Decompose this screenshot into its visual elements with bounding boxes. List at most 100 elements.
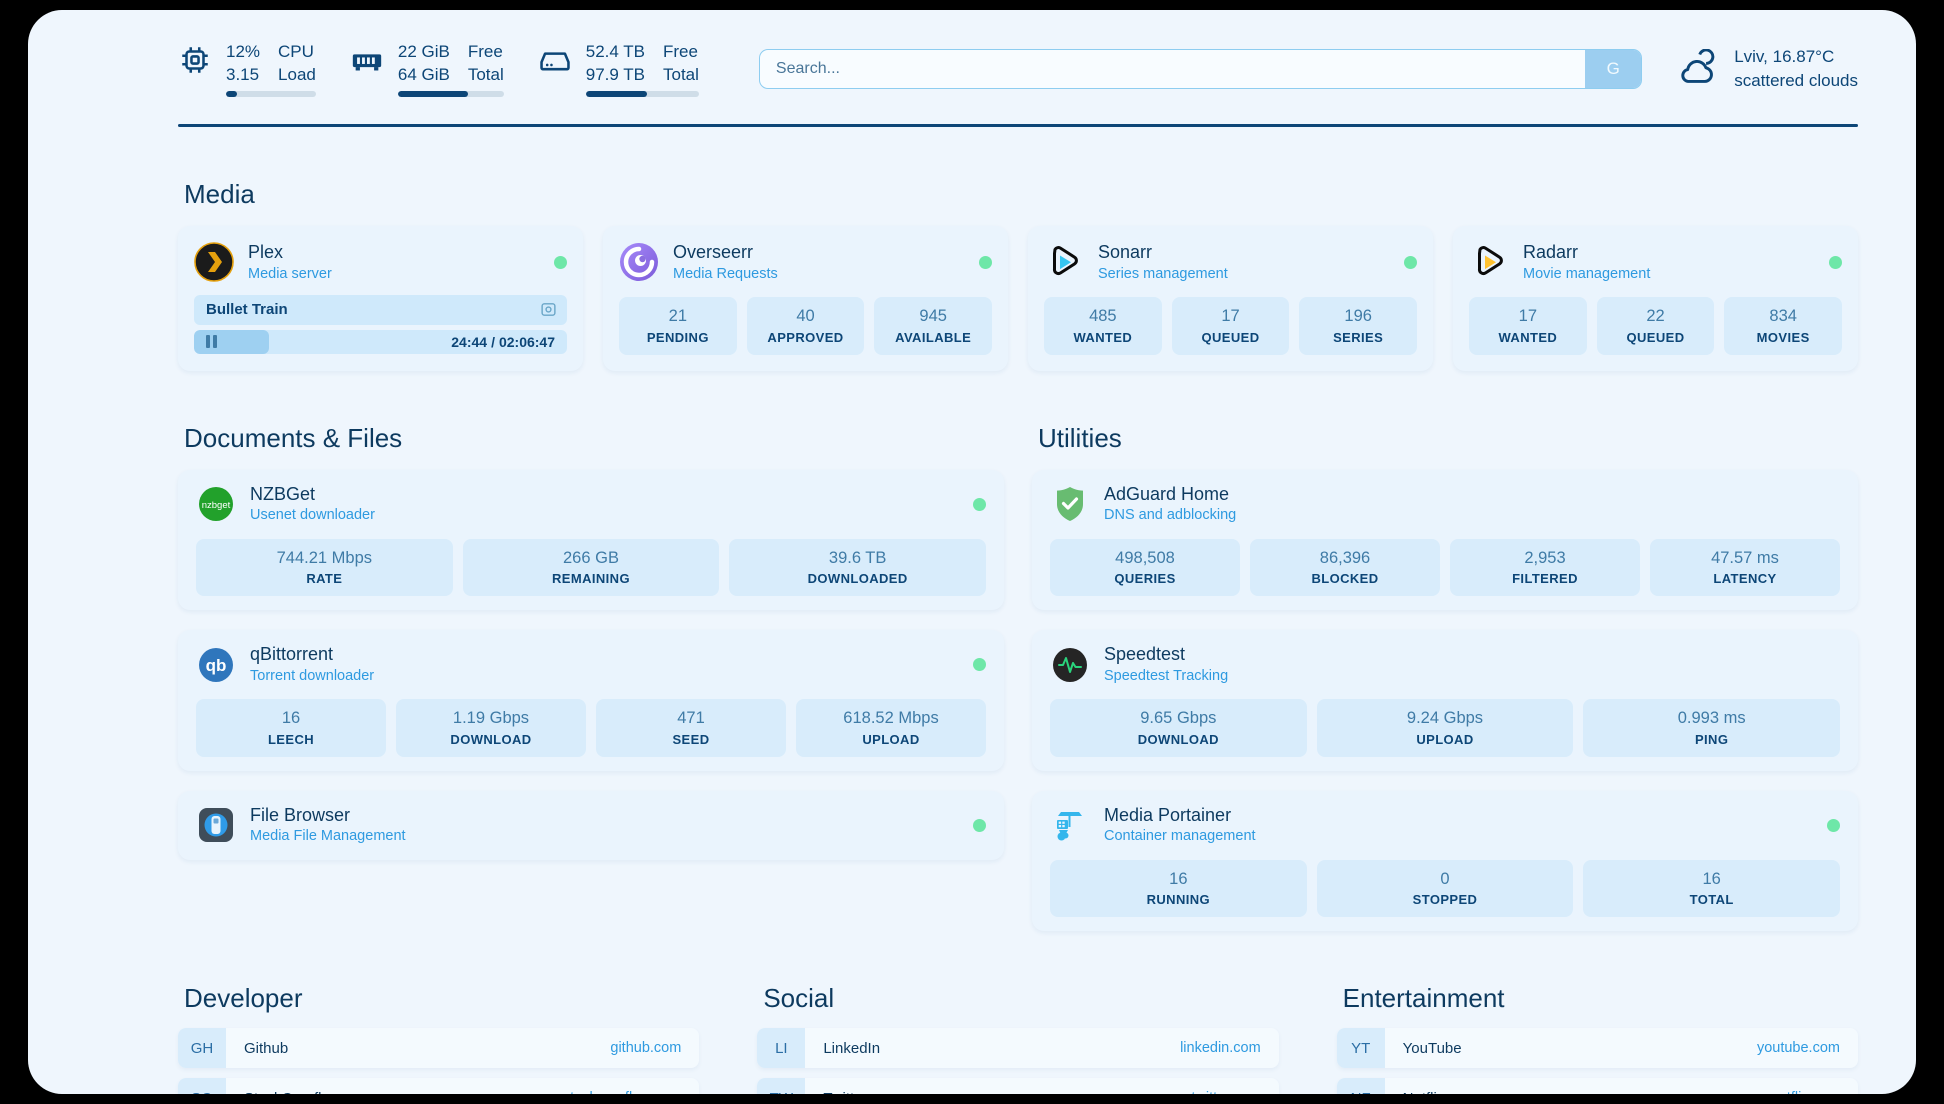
stat-key: TOTAL xyxy=(1689,892,1734,908)
stat-tile: 485 WANTED xyxy=(1044,296,1162,355)
bookmark-group-developer: Developer GH Github github.com SO StackO… xyxy=(178,931,700,1094)
stat-value: 16 xyxy=(1702,869,1721,888)
stat-key: RATE xyxy=(306,571,343,587)
service-card-overseerr[interactable]: Overseerr Media Requests 21 PENDING 40 A… xyxy=(603,226,1008,371)
search-input[interactable] xyxy=(759,50,1586,88)
bookmark-item[interactable]: GH Github github.com xyxy=(178,1028,700,1069)
stat-value: 16 xyxy=(1169,869,1188,888)
service-name: NZBGet xyxy=(250,483,316,504)
playback-progress-bar[interactable]: 24:44/02:06:47 xyxy=(194,329,567,354)
stat-key: LEECH xyxy=(267,731,315,747)
stat-value: 86,396 xyxy=(1319,548,1371,567)
stat-value: 0.993 ms xyxy=(1677,709,1746,728)
stat-key: BLOCKED xyxy=(1311,571,1379,587)
stat-row: 17 WANTED 22 QUEUED 834 MOVIES xyxy=(1469,296,1842,355)
section-title-utilities: Utilities xyxy=(1038,422,1122,453)
service-subtitle: DNS and adblocking xyxy=(1104,507,1237,524)
bookmark-item[interactable]: SO StackOverflow stackoverflow.com xyxy=(178,1078,700,1094)
bookmark-group-entertainment: Entertainment YT YouTube youtube.com NF … xyxy=(1336,931,1858,1094)
radarr-icon xyxy=(1469,242,1509,282)
bookmark-item[interactable]: TW Twitter twitter.com xyxy=(757,1078,1279,1094)
service-card-adguard-home[interactable]: AdGuard Home DNS and adblocking 498,508 … xyxy=(1032,469,1858,611)
now-playing: Bullet Train 24:44/02:06:47 xyxy=(194,294,567,354)
playback-total: 02:06:47 xyxy=(498,333,555,350)
stat-tile: 2,953 FILTERED xyxy=(1450,538,1640,597)
utilities-column: Utilities AdGuard Home xyxy=(1032,371,1858,932)
stat-key: AVAILABLE xyxy=(895,329,972,345)
service-card-qbittorrent[interactable]: qb qBittorrent Torrent downloader xyxy=(178,630,1004,771)
ram-label-top: Free xyxy=(467,42,503,62)
service-card-radarr[interactable]: Radarr Movie management 17 WANTED 22 QUE… xyxy=(1453,226,1858,371)
stat-key: DOWNLOAD xyxy=(1137,731,1219,747)
stat-value: 22 xyxy=(1646,306,1665,325)
stat-value: 945 xyxy=(919,306,947,325)
stat-value: 39.6 TB xyxy=(828,548,887,567)
stat-value: 834 xyxy=(1769,306,1797,325)
stat-value: 498,508 xyxy=(1115,548,1175,567)
plex-icon xyxy=(194,242,234,283)
stat-tile: 16 RUNNING xyxy=(1050,859,1307,918)
stat-key: PING xyxy=(1694,731,1729,747)
service-name: AdGuard Home xyxy=(1104,483,1230,504)
speedtest-icon xyxy=(1050,645,1090,685)
stat-tile: 21 PENDING xyxy=(619,296,737,355)
bookmark-abbr: YT xyxy=(1336,1028,1385,1069)
bookmark-name: Github xyxy=(244,1039,289,1057)
playback-separator: / xyxy=(491,333,495,350)
cpu-label-bottom: Load xyxy=(278,64,316,84)
service-card-media-portainer[interactable]: Media Portainer Container management 16 … xyxy=(1032,790,1858,932)
cpu-usage-value: 12% xyxy=(226,42,261,62)
service-subtitle: Speedtest Tracking xyxy=(1104,667,1229,684)
bookmark-item[interactable]: YT YouTube youtube.com xyxy=(1336,1028,1858,1069)
service-card-file-browser[interactable]: File Browser Media File Management xyxy=(178,790,1004,860)
stat-key: PENDING xyxy=(646,329,709,345)
portainer-icon xyxy=(1050,805,1090,845)
service-subtitle: Media server xyxy=(248,265,332,282)
stat-value: 47.57 ms xyxy=(1711,548,1779,567)
status-indicator xyxy=(1404,255,1417,269)
service-card-speedtest[interactable]: Speedtest Speedtest Tracking 9.65 Gbps D… xyxy=(1032,630,1858,771)
stat-tile: 9.24 Gbps UPLOAD xyxy=(1316,699,1574,757)
search-box[interactable]: G xyxy=(758,49,1643,89)
stat-tile: 39.6 TB DOWNLOADED xyxy=(729,538,986,597)
cpu-usage-bar xyxy=(226,90,316,97)
stat-tile: 0 STOPPED xyxy=(1316,859,1574,918)
service-card-nzbget[interactable]: nzbget NZBGet Usenet downloader 74 xyxy=(178,469,1004,611)
qbittorrent-icon: qb xyxy=(196,645,236,685)
stat-tile: 16 TOTAL xyxy=(1583,859,1840,918)
svg-text:nzbget: nzbget xyxy=(202,500,231,511)
service-card-plex[interactable]: Plex Media server Bullet Train xyxy=(178,226,583,371)
stat-key: QUEUED xyxy=(1626,329,1685,345)
stat-tile: 744.21 Mbps RATE xyxy=(196,538,453,597)
bookmark-url: twitter.com xyxy=(1191,1078,1278,1094)
service-name: Radarr xyxy=(1523,242,1579,262)
stat-key: FILTERED xyxy=(1512,571,1578,587)
stat-value: 485 xyxy=(1089,306,1117,325)
status-indicator xyxy=(554,255,567,269)
stat-key: APPROVED xyxy=(767,329,844,345)
stat-key: UPLOAD xyxy=(1416,731,1474,747)
service-subtitle: Media Requests xyxy=(673,265,778,282)
pause-icon[interactable] xyxy=(206,335,217,349)
stat-tile: 1.19 Gbps DOWNLOAD xyxy=(396,699,586,757)
search-submit-button[interactable]: G xyxy=(1585,50,1642,88)
stat-value: 196 xyxy=(1344,306,1372,325)
status-indicator xyxy=(1827,818,1840,832)
bookmark-url: github.com xyxy=(610,1040,682,1057)
bookmark-name: LinkedIn xyxy=(823,1039,881,1057)
stat-row: 485 WANTED 17 QUEUED 196 SERIES xyxy=(1044,296,1417,355)
stat-key: UPLOAD xyxy=(862,731,920,747)
bookmark-item[interactable]: NF Netflix netflix.com xyxy=(1336,1078,1858,1094)
stat-row: 744.21 Mbps RATE 266 GB REMAINING 39.6 T… xyxy=(196,538,986,597)
cast-icon[interactable] xyxy=(540,301,557,318)
dashboard-content: Media Plex Media server xyxy=(28,179,1916,1094)
stat-key: WANTED xyxy=(1498,329,1558,345)
bookmark-url: linkedin.com xyxy=(1180,1040,1261,1057)
bookmark-item[interactable]: LI LinkedIn linkedin.com xyxy=(757,1028,1279,1069)
stat-tile: 17 QUEUED xyxy=(1171,296,1290,355)
stat-key: REMAINING xyxy=(551,571,630,587)
service-card-sonarr[interactable]: Sonarr Series management 485 WANTED 17 Q… xyxy=(1028,226,1433,371)
service-name: Speedtest xyxy=(1104,644,1186,665)
playback-elapsed: 24:44 xyxy=(451,333,488,350)
bookmark-abbr: SO xyxy=(178,1078,226,1094)
